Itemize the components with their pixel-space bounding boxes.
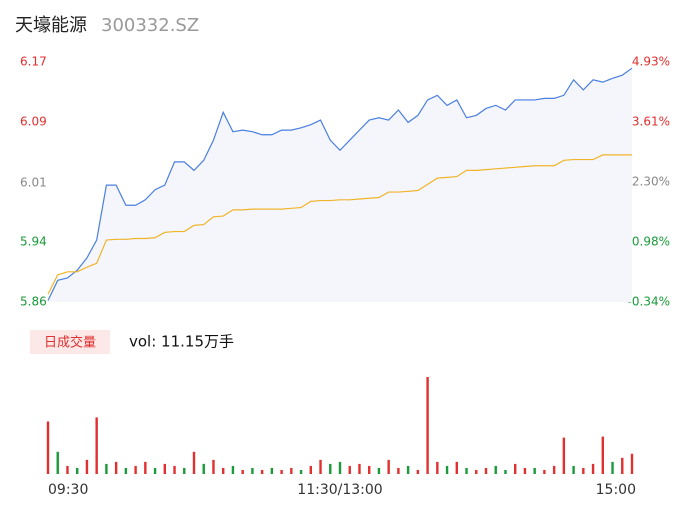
volume-badge <box>30 330 110 354</box>
chart-subtitle: 300332.SZ <box>101 15 199 36</box>
volume-bar <box>484 467 488 474</box>
volume-bar <box>124 467 128 474</box>
y-tick-label: 5.94 <box>20 235 47 249</box>
volume-bar <box>212 459 215 474</box>
chart-title: 天壕能源 <box>15 15 87 36</box>
volume-bar <box>358 463 361 474</box>
y-tick-label: 5.86 <box>20 295 47 309</box>
volume-bar <box>611 461 614 474</box>
y2-tick-label: 2.30% <box>632 174 670 188</box>
volume-bar <box>299 469 303 474</box>
volume-bar <box>85 459 89 474</box>
y-tick-label: 6.01 <box>20 175 47 189</box>
volume-bar <box>552 465 556 474</box>
volume-bar <box>222 467 225 474</box>
y2-tick-label: 4.93% <box>632 55 670 69</box>
volume-bar <box>290 467 293 474</box>
volume-bar <box>504 469 507 474</box>
volume-bar <box>260 469 264 474</box>
volume-bar <box>153 467 157 474</box>
volume-bar <box>66 465 69 474</box>
volume-bar <box>134 465 137 474</box>
volume-bar <box>601 436 604 474</box>
volume-bar <box>465 467 468 474</box>
volume-bar <box>377 467 381 474</box>
volume-bar <box>76 467 79 474</box>
volume-bar <box>562 437 566 474</box>
y-tick-label: 6.09 <box>20 115 47 129</box>
volume-bar <box>368 465 371 474</box>
volume-summary: vol: 11.15万手 <box>129 333 234 351</box>
volume-bar <box>523 467 527 474</box>
volume-bar <box>56 451 59 474</box>
x-tick-label: 15:00 <box>596 482 636 498</box>
volume-bar <box>202 463 205 474</box>
x-tick-label: 09:30 <box>48 482 88 498</box>
volume-bar <box>416 469 420 474</box>
y2-tick-label: 3.61% <box>632 115 670 129</box>
volume-bar <box>406 465 410 474</box>
volume-bar <box>572 465 575 474</box>
volume-bar <box>329 463 332 474</box>
volume-bar <box>494 465 497 474</box>
volume-bar <box>280 469 283 474</box>
volume-bar <box>173 465 176 474</box>
volume-bar <box>309 465 312 474</box>
volume-bar <box>621 457 624 474</box>
volume-bar <box>46 421 50 474</box>
volume-bar <box>163 463 166 474</box>
volume-bar <box>630 453 634 474</box>
y2-tick-label: 0.98% <box>632 234 670 248</box>
volume-bar <box>319 459 322 474</box>
volume-bar <box>543 469 546 474</box>
price-line <box>47 67 633 301</box>
x-tick-label: 11:30/13:00 <box>297 482 382 498</box>
volume-bar <box>582 467 585 474</box>
price-area <box>48 68 632 303</box>
volume-bar <box>251 467 254 474</box>
volume-bar <box>445 465 449 474</box>
volume-bar <box>426 377 429 474</box>
average-line <box>47 154 632 295</box>
volume-bar <box>241 469 244 474</box>
y-tick-label: 6.17 <box>20 55 47 69</box>
volume-bar <box>144 461 147 474</box>
volume-bar <box>387 459 390 474</box>
volume-title: 日成交量 <box>44 335 96 351</box>
volume-bar <box>533 467 536 474</box>
y2-tick-label: -0.34% <box>628 295 670 309</box>
volume-bar <box>514 463 517 474</box>
volume-bar <box>397 467 400 474</box>
volume-bar <box>183 467 186 474</box>
volume-bar <box>348 465 351 474</box>
volume-bar <box>270 467 274 474</box>
volume-bar <box>591 463 595 474</box>
volume-bar <box>231 465 235 474</box>
volume-bar <box>455 461 458 474</box>
volume-bar <box>114 461 118 474</box>
volume-bar <box>95 417 98 474</box>
volume-bar <box>475 469 478 474</box>
volume-bar <box>192 451 196 474</box>
volume-bar <box>338 461 342 474</box>
volume-bar <box>436 461 439 474</box>
volume-bar <box>105 463 108 474</box>
